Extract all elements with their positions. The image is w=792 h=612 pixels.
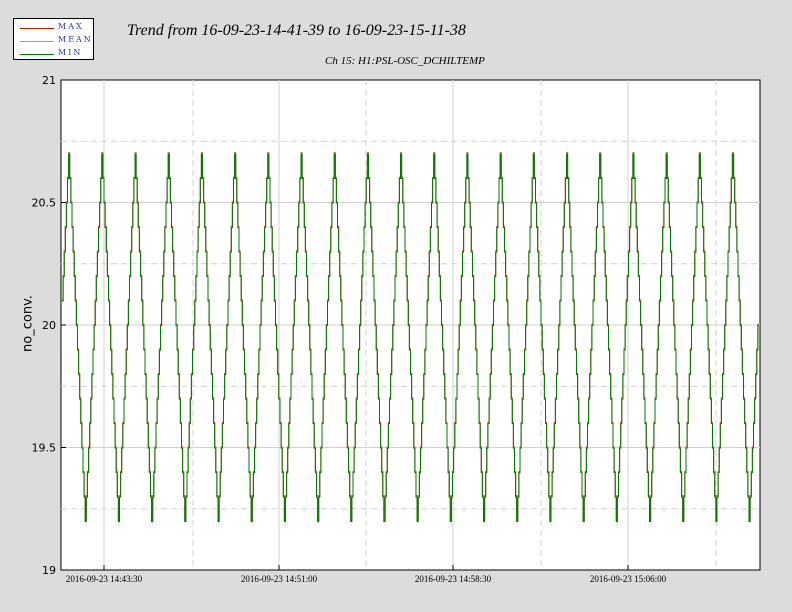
y-tick-label: 19	[42, 564, 56, 577]
y-tick-label: 20.5	[32, 197, 57, 210]
x-ticks: 2016-09-23 14:43:30 2016-09-23 14:51:00 20…	[66, 565, 667, 584]
chart-subtitle: Ch 15: H1:PSL-OSC_DCHILTEMP	[325, 55, 485, 67]
y-tick-label: 19.5	[32, 442, 57, 455]
y-ticks: 19 19.5 20 20.5 21	[32, 74, 66, 577]
legend-swatch-mean	[20, 41, 54, 42]
y-tick-label: 20	[42, 319, 56, 332]
y-tick-label: 21	[42, 74, 56, 87]
legend-label-max: MAX	[58, 22, 84, 31]
x-tick-label: 2016-09-23 14:43:30	[66, 574, 143, 584]
legend: MAX MEAN MIN	[13, 18, 94, 60]
legend-item-max: MAX	[14, 22, 95, 34]
legend-swatch-min	[20, 54, 54, 55]
legend-item-mean: MEAN	[14, 35, 95, 47]
series-line-min	[62, 153, 759, 523]
x-tick-label: 2016-09-23 14:58:30	[415, 574, 492, 584]
legend-swatch-max	[20, 28, 54, 29]
legend-item-min: MIN	[14, 48, 95, 60]
legend-label-mean: MEAN	[58, 35, 93, 44]
legend-label-min: MIN	[58, 48, 83, 57]
x-tick-label: 2016-09-23 15:06:00	[590, 574, 667, 584]
series-group	[62, 152, 759, 523]
x-tick-label: 2016-09-23 14:51:00	[241, 574, 318, 584]
chart-title: Trend from 16-09-23-14-41-39 to 16-09-23…	[127, 22, 466, 39]
